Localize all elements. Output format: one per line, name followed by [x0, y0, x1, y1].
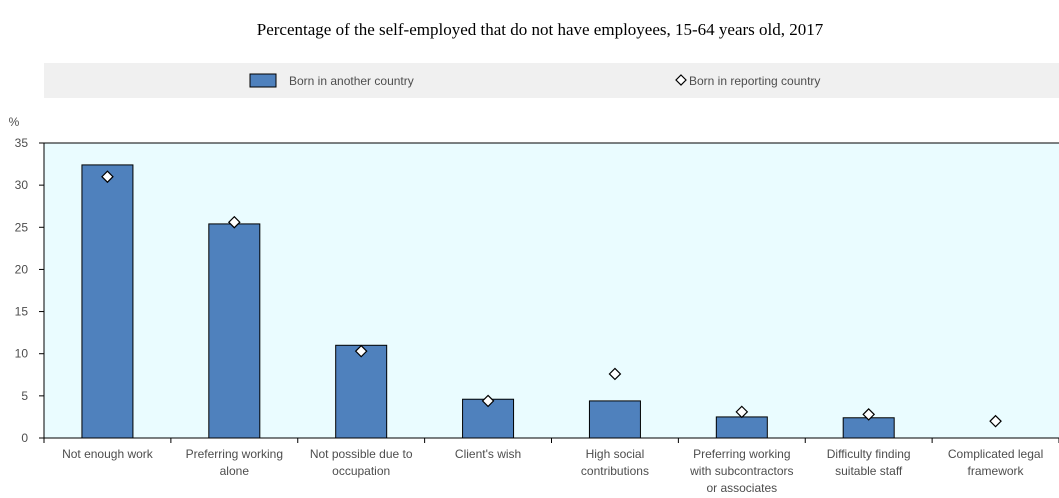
- diamond-marker: [354, 344, 368, 358]
- x-category-label: Client's wish: [455, 447, 521, 461]
- bar: [715, 416, 768, 439]
- x-category-label: Not possible due to: [310, 447, 413, 461]
- bar: [81, 164, 134, 439]
- y-tick-label: 10: [15, 347, 29, 361]
- x-category-label: contributions: [581, 464, 649, 478]
- bar: [208, 223, 261, 439]
- x-category-label: occupation: [332, 464, 390, 478]
- chart-title: Percentage of the self-employed that do …: [257, 20, 824, 39]
- diamond-marker: [481, 394, 495, 408]
- diamond-marker: [227, 215, 241, 229]
- x-category-label: High social: [586, 447, 645, 461]
- diamond-marker: [862, 408, 876, 421]
- y-tick-label: 30: [15, 178, 29, 192]
- legend-bar-swatch: [249, 73, 277, 88]
- category-labels: Not enough work Preferring working alone No…: [62, 447, 1043, 495]
- diamond-marker: [735, 405, 749, 419]
- x-category-label: suitable staff: [835, 464, 903, 478]
- legend-diamond-swatch: [675, 74, 687, 86]
- diamond-marker: [989, 414, 1002, 428]
- diamond-marker: [608, 367, 622, 381]
- markers-series-born-reporting-country: [101, 170, 1002, 428]
- y-tick-label: 20: [15, 262, 29, 276]
- y-tick-label: 0: [21, 431, 28, 445]
- plot-area: [44, 143, 1059, 438]
- x-category-label: Preferring working: [693, 447, 790, 461]
- x-category-label: with subcontractors: [689, 464, 793, 478]
- legend-label-born-another: Born in another country: [289, 74, 414, 88]
- x-category-label: Complicated legal: [948, 447, 1043, 461]
- x-category-label: Preferring working: [186, 447, 283, 461]
- y-tick-label: 35: [15, 136, 29, 150]
- y-axis-ticks: 0 5 10 15 20 25 30 35: [15, 136, 44, 445]
- x-axis-ticks: [43, 438, 1059, 443]
- y-tick-label: 15: [15, 305, 29, 319]
- diamond-marker: [101, 170, 114, 184]
- x-category-label: alone: [220, 464, 250, 478]
- x-category-label: Difficulty finding: [827, 447, 911, 461]
- y-tick-label: 5: [21, 389, 28, 403]
- y-tick-label: 25: [15, 220, 29, 234]
- y-axis-unit-label: %: [9, 115, 20, 129]
- bar: [842, 417, 895, 439]
- x-category-label: Not enough work: [62, 447, 154, 461]
- x-category-label: or associates: [706, 481, 777, 495]
- legend-background: [44, 63, 1059, 98]
- x-category-label: framework: [968, 464, 1025, 478]
- bar: [588, 400, 641, 439]
- legend-label-born-reporting: Born in reporting country: [689, 74, 820, 88]
- bar: [335, 344, 388, 439]
